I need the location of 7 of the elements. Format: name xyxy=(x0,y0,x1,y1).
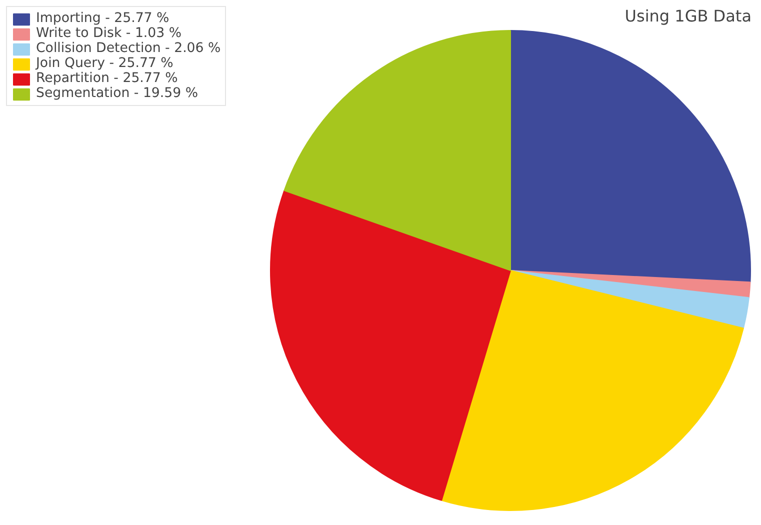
legend-label: Importing - 25.77 % xyxy=(36,11,170,26)
legend-label: Write to Disk - 1.03 % xyxy=(36,26,182,41)
legend-label: Repartition - 25.77 % xyxy=(36,71,178,86)
legend-label: Join Query - 25.77 % xyxy=(36,56,174,71)
legend-label: Segmentation - 19.59 % xyxy=(36,86,198,101)
chart-title: Using 1GB Data xyxy=(624,6,752,26)
legend-label: Collision Detection - 2.06 % xyxy=(36,41,221,56)
